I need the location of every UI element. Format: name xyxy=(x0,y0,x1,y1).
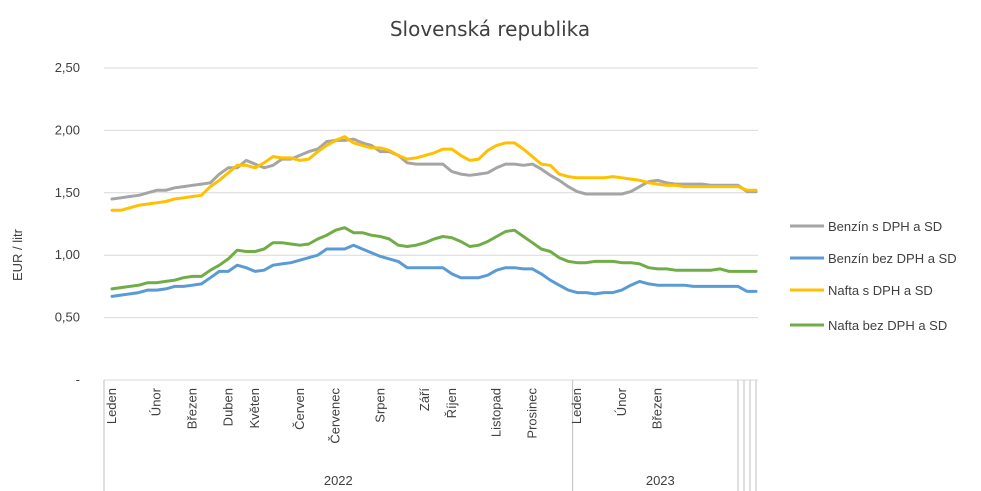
x-month-label: Červenec xyxy=(328,388,343,444)
x-month-label: Červen xyxy=(292,388,307,430)
y-axis-ticks: - 0,50 1,00 1,50 2,00 2,50 xyxy=(55,60,80,387)
y-tick-label: 2,00 xyxy=(55,122,80,137)
legend-label: Benzín bez DPH a SD xyxy=(828,251,957,266)
x-month-label: Září xyxy=(417,388,432,412)
x-month-label: Únor xyxy=(149,387,164,416)
x-year-label: 2022 xyxy=(324,473,353,488)
legend-label: Nafta s DPH a SD xyxy=(828,283,933,298)
x-month-label: Leden xyxy=(569,388,584,424)
x-month-label: Březen xyxy=(185,388,200,429)
series-line-3 xyxy=(110,226,758,291)
x-month-label: Leden xyxy=(104,388,119,424)
y-tick-label: 1,50 xyxy=(55,185,80,200)
y-tick-label: - xyxy=(76,372,80,387)
x-month-label: Únor xyxy=(614,387,629,416)
chart-title: Slovenská republika xyxy=(390,17,590,41)
x-month-label: Prosinec xyxy=(524,388,539,439)
x-month-label: Březen xyxy=(650,388,665,429)
y-tick-label: 0,50 xyxy=(55,310,80,325)
series-line-2 xyxy=(110,135,758,212)
y-tick-label: 1,00 xyxy=(55,247,80,262)
gridlines xyxy=(104,67,758,381)
series-lines xyxy=(110,135,758,298)
y-axis-label: EUR / litr xyxy=(10,228,25,281)
legend-label: Benzín s DPH a SD xyxy=(828,219,942,234)
x-month-label: Říjen xyxy=(444,388,459,418)
x-month-label: Srpen xyxy=(372,388,387,423)
x-year-label: 2023 xyxy=(646,473,675,488)
x-month-label: Listopad xyxy=(489,388,504,437)
x-month-label: Květen xyxy=(247,388,262,428)
x-month-label: Duben xyxy=(220,388,235,426)
y-tick-label: 2,50 xyxy=(55,60,80,75)
x-axis: Leden Únor Březen Duben Květen Červen Červenec… xyxy=(103,380,757,491)
legend: Benzín s DPH a SD Benzín bez DPH a SD Naft… xyxy=(790,219,957,333)
series-line-1 xyxy=(110,243,758,298)
legend-label: Nafta bez DPH a SD xyxy=(828,318,947,333)
